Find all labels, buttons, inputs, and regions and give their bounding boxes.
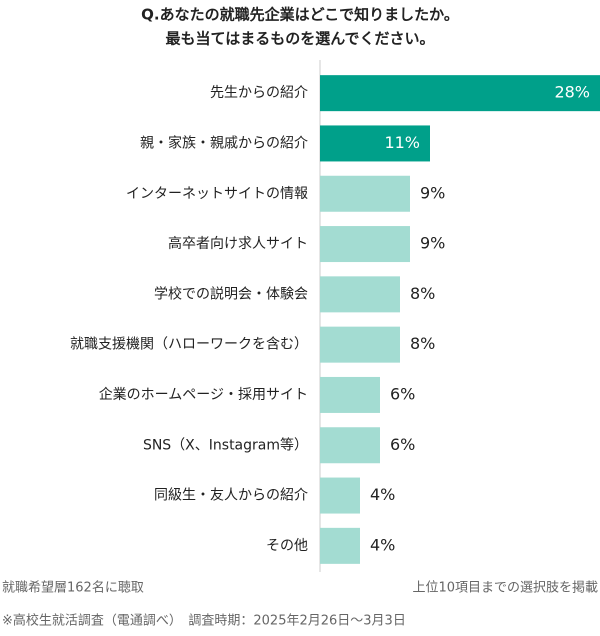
bar xyxy=(320,477,360,514)
bar xyxy=(320,376,380,413)
bar xyxy=(320,175,410,212)
bar xyxy=(320,75,600,112)
category-label: その他 xyxy=(266,538,308,554)
value-label: 8% xyxy=(410,284,435,303)
value-label: 28% xyxy=(554,83,590,102)
value-label: 11% xyxy=(384,133,420,152)
value-label: 8% xyxy=(410,334,435,353)
category-label: 先生からの紹介 xyxy=(210,85,308,101)
note: 上位10項目までの選択肢を掲載 xyxy=(412,580,598,596)
category-label: 企業のホームページ・採用サイト xyxy=(99,386,308,403)
bar xyxy=(320,326,400,363)
bar xyxy=(320,226,410,263)
category-label: SNS（X、Instagram等） xyxy=(143,436,308,453)
value-label: 6% xyxy=(390,384,415,403)
bar xyxy=(320,276,400,313)
value-label: 9% xyxy=(420,183,445,202)
bar xyxy=(320,427,380,464)
category-label: 親・家族・親戚からの紹介 xyxy=(140,134,308,151)
chart-title: Q.あなたの就職先企業はどこで知りましたか。 xyxy=(141,6,459,24)
value-label: 9% xyxy=(420,234,445,253)
note: 就職希望層162名に聴取 xyxy=(2,580,144,596)
value-label: 4% xyxy=(370,485,395,504)
bar xyxy=(320,527,360,564)
category-label: インターネットサイトの情報 xyxy=(126,186,308,202)
chart-title: 最も当てはまるものを選んでください。 xyxy=(166,30,435,48)
category-label: 学校での説明会・体験会 xyxy=(154,285,308,302)
value-label: 4% xyxy=(370,535,395,554)
category-label: 同級生・友人からの紹介 xyxy=(154,488,308,504)
bar xyxy=(320,125,430,162)
value-label: 6% xyxy=(390,435,415,454)
category-label: 就職支援機関（ハローワークを含む） xyxy=(70,337,308,353)
note: ※高校生就活調査（電通調べ） 調査時期：2025年2月26日～3月3日 xyxy=(2,613,406,629)
category-label: 高卒者向け求人サイト xyxy=(168,235,308,252)
